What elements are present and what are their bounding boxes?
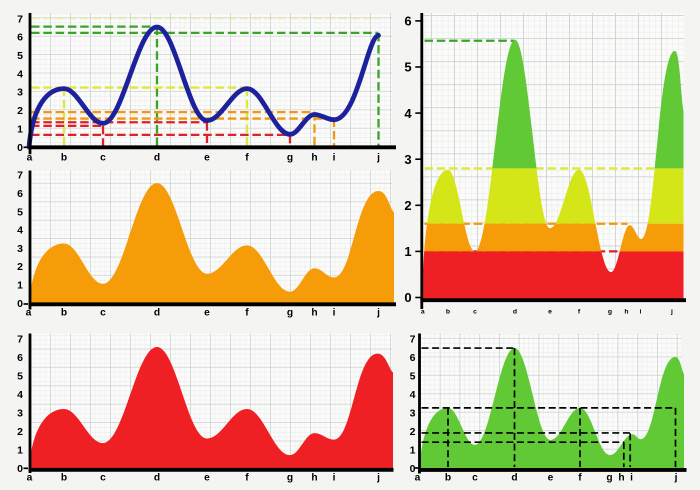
svg-text:6: 6 xyxy=(17,188,23,200)
svg-text:f: f xyxy=(245,473,249,484)
svg-text:4: 4 xyxy=(404,106,412,121)
svg-text:2: 2 xyxy=(404,198,411,213)
svg-text:i: i xyxy=(640,309,642,316)
svg-text:1: 1 xyxy=(17,280,23,292)
svg-text:7: 7 xyxy=(17,334,23,346)
svg-text:h: h xyxy=(618,473,624,484)
svg-text:3: 3 xyxy=(410,407,416,419)
svg-text:g: g xyxy=(287,308,293,319)
svg-text:3: 3 xyxy=(17,407,23,419)
svg-text:6: 6 xyxy=(17,32,23,44)
svg-text:2: 2 xyxy=(17,426,23,438)
svg-text:5: 5 xyxy=(404,60,411,75)
svg-text:f: f xyxy=(578,309,581,316)
svg-text:5: 5 xyxy=(17,206,23,218)
svg-text:j: j xyxy=(674,473,678,484)
svg-text:6: 6 xyxy=(410,352,416,364)
svg-text:2: 2 xyxy=(410,426,416,438)
svg-text:0: 0 xyxy=(17,298,23,310)
svg-text:d: d xyxy=(154,308,160,319)
svg-text:0: 0 xyxy=(17,142,23,154)
svg-text:7: 7 xyxy=(17,13,23,25)
svg-text:4: 4 xyxy=(410,389,416,401)
svg-text:g: g xyxy=(608,309,612,316)
svg-text:e: e xyxy=(204,153,210,164)
svg-text:i: i xyxy=(333,473,336,484)
svg-text:1: 1 xyxy=(404,244,411,259)
svg-text:d: d xyxy=(154,153,160,164)
svg-text:3: 3 xyxy=(17,87,23,99)
svg-text:a: a xyxy=(27,473,33,484)
svg-text:a: a xyxy=(415,473,421,484)
svg-text:j: j xyxy=(670,309,673,316)
svg-text:j: j xyxy=(376,153,380,164)
svg-text:h: h xyxy=(311,473,317,484)
svg-text:f: f xyxy=(578,473,582,484)
svg-text:j: j xyxy=(376,308,380,319)
svg-text:0: 0 xyxy=(410,463,416,475)
svg-text:h: h xyxy=(311,308,317,319)
svg-text:h: h xyxy=(311,153,317,164)
svg-text:f: f xyxy=(245,308,249,319)
svg-text:e: e xyxy=(548,473,554,484)
svg-text:6: 6 xyxy=(404,14,411,29)
svg-text:i: i xyxy=(333,153,336,164)
svg-text:g: g xyxy=(287,153,293,164)
svg-text:d: d xyxy=(513,309,517,316)
svg-text:a: a xyxy=(26,308,32,319)
svg-text:c: c xyxy=(100,308,106,319)
svg-text:b: b xyxy=(61,308,67,319)
svg-text:c: c xyxy=(100,153,106,164)
svg-text:b: b xyxy=(61,473,67,484)
svg-text:b: b xyxy=(446,309,450,316)
svg-text:h: h xyxy=(624,309,628,316)
svg-text:5: 5 xyxy=(410,371,416,383)
svg-text:d: d xyxy=(154,473,160,484)
svg-text:j: j xyxy=(376,473,380,484)
svg-text:a: a xyxy=(27,153,33,164)
svg-text:5: 5 xyxy=(17,371,23,383)
svg-text:a: a xyxy=(421,309,425,316)
svg-text:3: 3 xyxy=(17,243,23,255)
svg-text:c: c xyxy=(472,473,478,484)
svg-text:5: 5 xyxy=(17,50,23,62)
svg-text:i: i xyxy=(630,473,633,484)
svg-text:b: b xyxy=(445,473,451,484)
svg-text:0: 0 xyxy=(17,463,23,475)
svg-text:7: 7 xyxy=(17,170,23,182)
svg-text:1: 1 xyxy=(17,444,23,456)
svg-text:b: b xyxy=(61,153,67,164)
svg-text:i: i xyxy=(333,308,336,319)
svg-text:g: g xyxy=(287,473,293,484)
svg-text:e: e xyxy=(204,473,210,484)
svg-text:f: f xyxy=(245,153,249,164)
svg-text:c: c xyxy=(473,309,477,316)
svg-text:e: e xyxy=(204,308,210,319)
svg-text:1: 1 xyxy=(410,444,416,456)
svg-text:6: 6 xyxy=(17,352,23,364)
svg-text:4: 4 xyxy=(17,68,23,80)
svg-text:g: g xyxy=(606,473,612,484)
svg-text:4: 4 xyxy=(17,225,23,237)
svg-text:1: 1 xyxy=(17,123,23,135)
svg-text:0: 0 xyxy=(404,290,411,305)
svg-text:c: c xyxy=(100,473,106,484)
svg-text:d: d xyxy=(511,473,517,484)
svg-text:7: 7 xyxy=(410,334,416,346)
svg-text:4: 4 xyxy=(17,389,23,401)
svg-text:2: 2 xyxy=(17,261,23,273)
svg-text:2: 2 xyxy=(17,105,23,117)
svg-text:e: e xyxy=(548,309,552,316)
svg-text:3: 3 xyxy=(404,152,411,167)
